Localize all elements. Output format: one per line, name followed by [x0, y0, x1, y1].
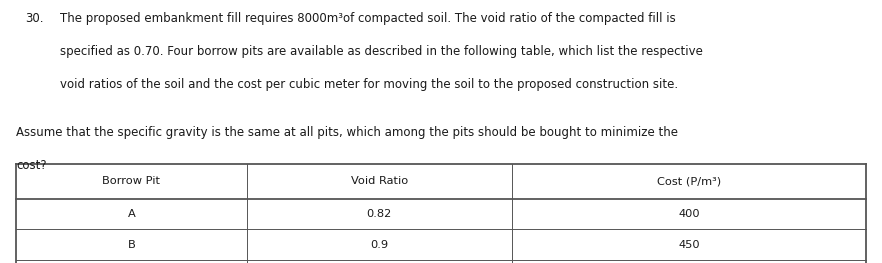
Text: B: B — [128, 240, 135, 250]
Text: A: A — [128, 209, 135, 219]
Text: Borrow Pit: Borrow Pit — [102, 176, 161, 186]
Text: Assume that the specific gravity is the same at all pits, which among the pits s: Assume that the specific gravity is the … — [16, 126, 678, 139]
Text: 400: 400 — [678, 209, 699, 219]
Text: void ratios of the soil and the cost per cubic meter for moving the soil to the : void ratios of the soil and the cost per… — [60, 78, 678, 90]
Text: 450: 450 — [678, 240, 699, 250]
Text: 0.9: 0.9 — [370, 240, 388, 250]
Text: 0.82: 0.82 — [367, 209, 392, 219]
Text: Void Ratio: Void Ratio — [351, 176, 407, 186]
Text: 30.: 30. — [25, 12, 43, 25]
Text: Cost (P/m³): Cost (P/m³) — [657, 176, 721, 186]
Text: specified as 0.70. Four borrow pits are available as described in the following : specified as 0.70. Four borrow pits are … — [60, 45, 703, 58]
Text: The proposed embankment fill requires 8000m³of compacted soil. The void ratio of: The proposed embankment fill requires 80… — [60, 12, 676, 25]
Text: cost?: cost? — [16, 159, 47, 172]
